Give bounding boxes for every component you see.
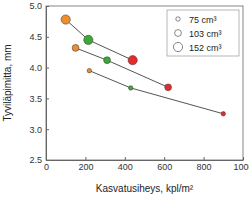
x-axis-line: [47, 160, 244, 161]
y-tick-mark: [46, 37, 49, 38]
y-tick-label: 5.0: [29, 1, 42, 11]
legend-label: 103 cm³: [189, 29, 222, 39]
legend-label: 75 cm³: [189, 15, 217, 25]
legend-label: 152 cm³: [189, 43, 222, 53]
y-tick-mark: [46, 160, 49, 161]
x-tick-label: 1000: [233, 162, 249, 172]
marks: [61, 15, 225, 116]
x-tick-label: 0: [44, 162, 49, 172]
x-tick: 200: [78, 157, 93, 172]
x-tick-mark: [204, 157, 205, 160]
x-tick: 1000: [233, 157, 249, 172]
chart: 0 200 400 600 800 1000 2.5 3.0 3.5 4.0 4.5 5.0 75 cm…: [0, 0, 249, 198]
point: [104, 57, 111, 64]
legend-marker: [175, 30, 182, 37]
point: [84, 35, 93, 44]
y-axis-title: Tyviläpimitta, mm: [2, 44, 13, 121]
y-tick-label: 3.5: [29, 94, 42, 104]
legend-marker: [173, 42, 182, 51]
point: [129, 86, 133, 90]
point: [128, 56, 137, 65]
legend: 75 cm³ 103 cm³ 152 cm³: [167, 10, 239, 56]
plot-frame: [46, 6, 243, 160]
y-tick: 3.5: [29, 94, 49, 104]
point: [221, 112, 225, 116]
y-tick: 2.5: [29, 155, 49, 165]
x-tick-mark: [243, 157, 244, 160]
legend-box: [167, 10, 239, 56]
y-tick: 4.5: [29, 32, 49, 42]
x-tick-label: 600: [157, 162, 172, 172]
y-tick-mark: [46, 68, 49, 69]
plot: 0 200 400 600 800 1000 2.5 3.0 3.5 4.0 4.5 5.0 75 cm…: [29, 1, 249, 172]
y-tick: 3.0: [29, 125, 49, 135]
x-axis-title: Kasvatusiheys, kpl/m²: [96, 183, 194, 194]
x-tick-label: 800: [197, 162, 212, 172]
y-tick: 4.0: [29, 63, 49, 73]
y-axis-line: [46, 7, 47, 161]
y-tick-label: 4.5: [29, 32, 42, 42]
y-tick-label: 2.5: [29, 155, 42, 165]
x-axis: 0 200 400 600 800 1000: [44, 157, 249, 172]
series-line: [76, 48, 169, 87]
x-tick-label: 200: [78, 162, 93, 172]
y-axis: 2.5 3.0 3.5 4.0 4.5 5.0: [29, 1, 49, 165]
series-line: [89, 71, 223, 114]
point: [72, 44, 79, 51]
point: [165, 84, 172, 91]
y-tick-mark: [46, 129, 49, 130]
x-tick: 800: [197, 157, 212, 172]
y-tick-mark: [46, 6, 49, 7]
series-line: [66, 20, 133, 61]
legend-marker: [176, 17, 180, 21]
y-tick-mark: [46, 98, 49, 99]
x-tick-mark: [164, 157, 165, 160]
x-tick-label: 400: [118, 162, 133, 172]
point: [87, 68, 91, 72]
y-tick-label: 4.0: [29, 63, 42, 73]
x-tick: 600: [157, 157, 172, 172]
point: [61, 15, 70, 24]
x-tick-mark: [125, 157, 126, 160]
x-tick: 400: [118, 157, 133, 172]
y-tick-label: 3.0: [29, 125, 42, 135]
x-tick-mark: [85, 157, 86, 160]
y-tick: 5.0: [29, 1, 49, 11]
